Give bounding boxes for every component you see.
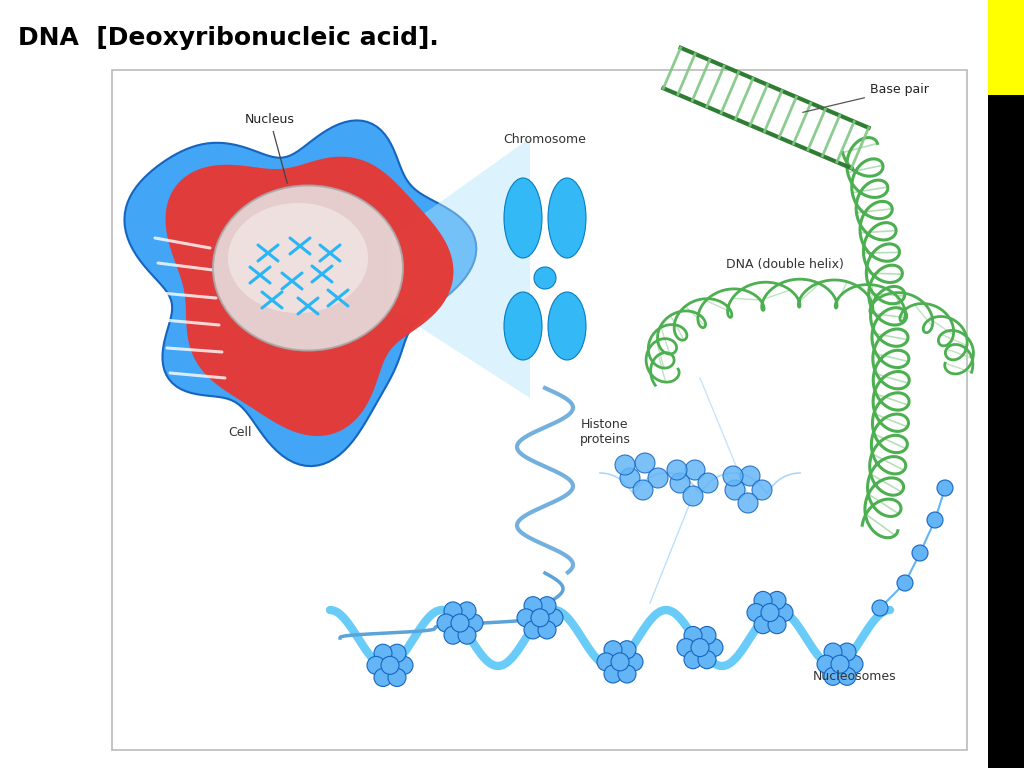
Text: Cell: Cell bbox=[228, 426, 252, 439]
Circle shape bbox=[444, 626, 462, 644]
Circle shape bbox=[367, 657, 385, 674]
Circle shape bbox=[451, 614, 469, 632]
Bar bbox=[988, 95, 1024, 768]
Circle shape bbox=[615, 455, 635, 475]
Circle shape bbox=[698, 473, 718, 493]
Circle shape bbox=[545, 609, 563, 627]
Circle shape bbox=[912, 545, 928, 561]
Circle shape bbox=[524, 597, 542, 614]
Bar bbox=[988, 0, 1024, 95]
Circle shape bbox=[604, 665, 622, 683]
Circle shape bbox=[458, 626, 476, 644]
Circle shape bbox=[761, 604, 779, 621]
Circle shape bbox=[684, 627, 702, 644]
Ellipse shape bbox=[213, 186, 403, 350]
FancyBboxPatch shape bbox=[112, 70, 967, 750]
Circle shape bbox=[698, 627, 716, 644]
Circle shape bbox=[725, 480, 745, 500]
Circle shape bbox=[685, 460, 705, 480]
Text: DNA  [Deoxyribonucleic acid].: DNA [Deoxyribonucleic acid]. bbox=[18, 26, 438, 50]
Text: Base pair: Base pair bbox=[803, 83, 929, 112]
Polygon shape bbox=[390, 138, 530, 398]
Ellipse shape bbox=[504, 178, 542, 258]
Circle shape bbox=[374, 644, 392, 662]
Circle shape bbox=[388, 668, 406, 687]
Circle shape bbox=[374, 668, 392, 687]
Circle shape bbox=[845, 655, 863, 674]
Text: DNA (double helix): DNA (double helix) bbox=[726, 258, 844, 271]
Circle shape bbox=[437, 614, 455, 632]
Circle shape bbox=[531, 609, 549, 627]
Circle shape bbox=[667, 460, 687, 480]
Circle shape bbox=[597, 653, 615, 671]
Ellipse shape bbox=[228, 203, 368, 313]
Circle shape bbox=[768, 616, 786, 634]
Circle shape bbox=[775, 604, 793, 621]
Circle shape bbox=[705, 638, 723, 657]
Circle shape bbox=[684, 650, 702, 669]
Circle shape bbox=[381, 657, 399, 674]
Circle shape bbox=[670, 473, 690, 493]
Circle shape bbox=[517, 609, 535, 627]
Circle shape bbox=[611, 653, 629, 671]
Circle shape bbox=[633, 480, 653, 500]
Circle shape bbox=[768, 591, 786, 610]
Ellipse shape bbox=[548, 292, 586, 360]
Text: Histone
proteins: Histone proteins bbox=[580, 418, 631, 446]
Circle shape bbox=[635, 453, 655, 473]
Circle shape bbox=[458, 602, 476, 620]
Circle shape bbox=[817, 655, 835, 674]
Circle shape bbox=[618, 641, 636, 659]
Circle shape bbox=[604, 641, 622, 659]
Circle shape bbox=[746, 604, 765, 621]
Circle shape bbox=[754, 616, 772, 634]
Circle shape bbox=[625, 653, 643, 671]
Circle shape bbox=[927, 512, 943, 528]
Circle shape bbox=[691, 638, 709, 657]
Circle shape bbox=[738, 493, 758, 513]
Ellipse shape bbox=[504, 292, 542, 360]
Circle shape bbox=[723, 466, 743, 486]
Circle shape bbox=[824, 667, 842, 685]
Circle shape bbox=[838, 667, 856, 685]
Circle shape bbox=[620, 468, 640, 488]
Polygon shape bbox=[125, 121, 476, 466]
Text: Chromosome: Chromosome bbox=[504, 133, 587, 146]
Circle shape bbox=[465, 614, 483, 632]
Circle shape bbox=[740, 466, 760, 486]
Text: Nucleosomes: Nucleosomes bbox=[813, 670, 897, 683]
Text: Nucleus: Nucleus bbox=[245, 113, 295, 184]
Circle shape bbox=[677, 638, 695, 657]
Circle shape bbox=[388, 644, 406, 662]
Circle shape bbox=[444, 602, 462, 620]
Circle shape bbox=[538, 597, 556, 614]
Ellipse shape bbox=[548, 178, 586, 258]
Circle shape bbox=[524, 621, 542, 639]
Circle shape bbox=[683, 486, 703, 506]
Circle shape bbox=[698, 650, 716, 669]
Circle shape bbox=[838, 643, 856, 661]
Circle shape bbox=[618, 665, 636, 683]
Circle shape bbox=[648, 468, 668, 488]
Circle shape bbox=[937, 480, 953, 496]
Circle shape bbox=[897, 575, 913, 591]
Circle shape bbox=[754, 591, 772, 610]
Circle shape bbox=[538, 621, 556, 639]
Circle shape bbox=[872, 600, 888, 616]
Circle shape bbox=[831, 655, 849, 674]
Polygon shape bbox=[166, 157, 454, 436]
Ellipse shape bbox=[534, 267, 556, 289]
Circle shape bbox=[824, 643, 842, 661]
Circle shape bbox=[395, 657, 413, 674]
Circle shape bbox=[752, 480, 772, 500]
